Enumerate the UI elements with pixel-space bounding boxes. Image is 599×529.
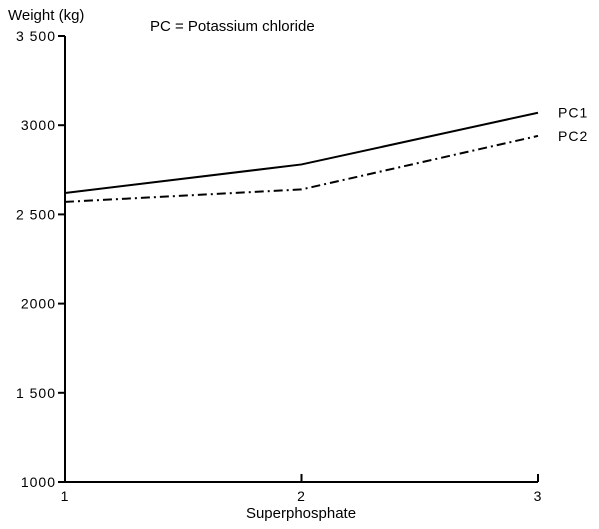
- x-axis-ticks: 1 2 3: [61, 474, 543, 504]
- x-tick-label: 2: [297, 488, 306, 504]
- y-tick-label: 1 500: [16, 385, 56, 401]
- x-tick-label: 1: [61, 488, 70, 504]
- series-line-pc2: [64, 134, 539, 203]
- y-tick-label: 1000: [21, 474, 56, 490]
- y-tick-label: 3 500: [16, 28, 56, 44]
- x-tick-label: 3: [534, 488, 543, 504]
- y-tick-label: 2 500: [16, 206, 56, 222]
- chart-annotation: PC = Potassium chloride: [150, 18, 315, 35]
- series-line-pc1: [64, 111, 539, 194]
- series-label-pc1: PC1: [558, 105, 588, 121]
- series-label-pc2: PC2: [558, 128, 588, 144]
- y-tick-label: 3000: [21, 117, 56, 133]
- x-axis-title: Superphosphate: [246, 505, 356, 522]
- y-axis-ticks: 1000 1 500 2000 2 500 3000 3 500: [16, 28, 65, 490]
- y-tick-label: 2000: [21, 296, 56, 312]
- series-lines: [64, 111, 539, 203]
- y-axis-title: Weight (kg): [8, 7, 84, 24]
